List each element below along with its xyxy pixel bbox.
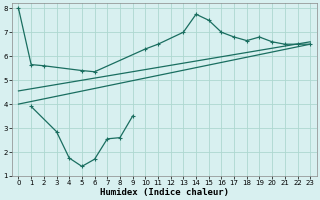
X-axis label: Humidex (Indice chaleur): Humidex (Indice chaleur) xyxy=(100,188,229,197)
